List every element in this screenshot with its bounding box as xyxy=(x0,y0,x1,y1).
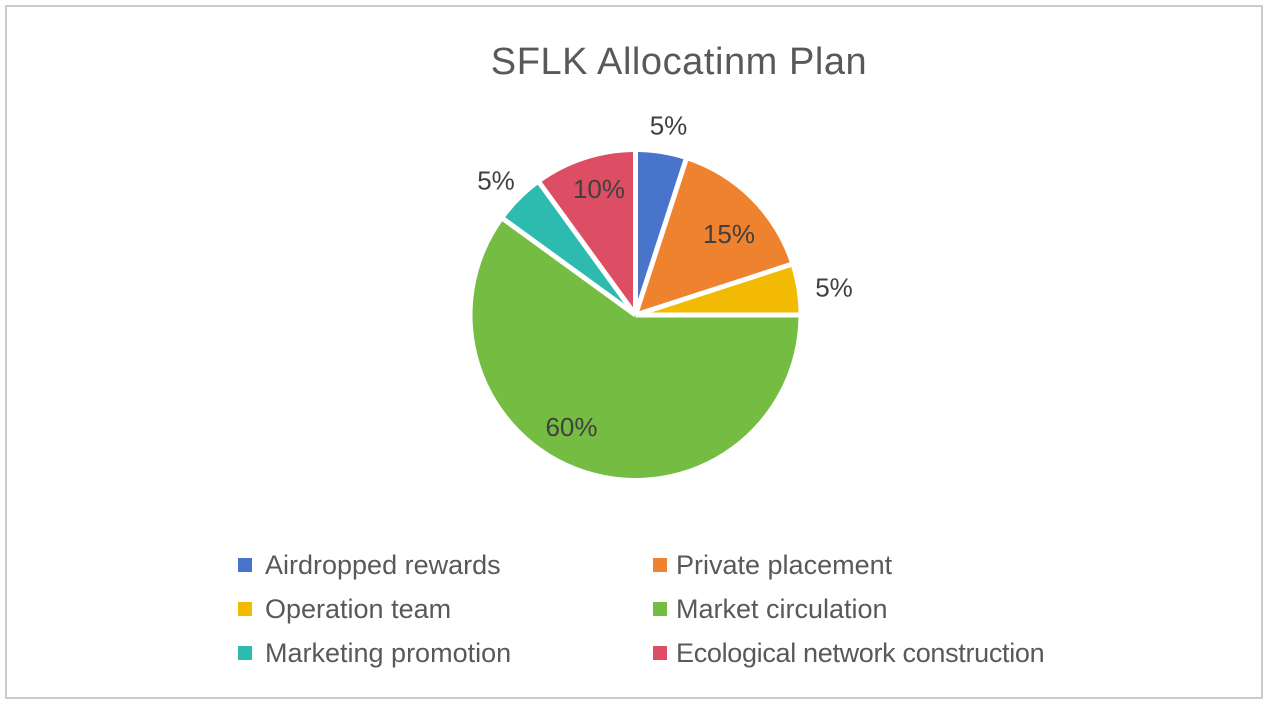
svg-text:Operation team: Operation team xyxy=(265,594,451,624)
svg-text:5%: 5% xyxy=(477,166,515,196)
svg-text:60%: 60% xyxy=(545,412,597,442)
svg-text:SFLK Allocatinm Plan: SFLK Allocatinm Plan xyxy=(491,41,867,83)
svg-text:Private placement: Private placement xyxy=(676,550,893,580)
svg-text:15%: 15% xyxy=(703,219,755,249)
svg-text:Marketing promotion: Marketing promotion xyxy=(265,638,511,668)
svg-text:10%: 10% xyxy=(573,174,625,204)
svg-text:5%: 5% xyxy=(650,111,688,141)
svg-text:Market circulation: Market circulation xyxy=(676,594,888,624)
svg-text:Ecological network constructio: Ecological network construction xyxy=(676,638,1044,668)
svg-text:Airdropped rewards: Airdropped rewards xyxy=(265,550,501,580)
svg-text:5%: 5% xyxy=(815,273,853,303)
